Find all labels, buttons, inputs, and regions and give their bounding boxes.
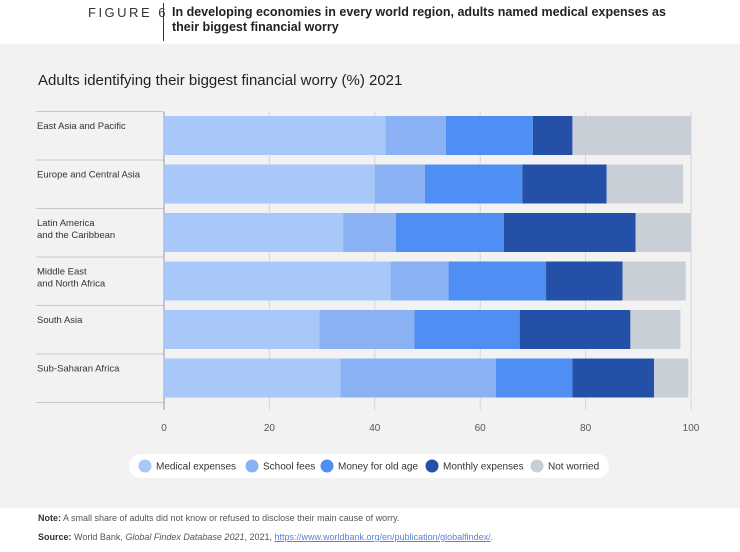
category-label-line: Sub-Saharan Africa xyxy=(37,364,120,375)
bar-segment xyxy=(496,358,573,398)
source-label: Source: xyxy=(38,532,72,542)
legend-swatch xyxy=(425,459,439,473)
legend-box xyxy=(129,454,609,478)
bar-segment xyxy=(546,261,623,301)
legend-label: School fees xyxy=(263,462,315,473)
figure-divider xyxy=(163,3,164,41)
category-label-line: Middle East xyxy=(37,267,87,278)
legend-swatch xyxy=(245,459,259,473)
bar-segment xyxy=(164,261,391,301)
figure-label: FIGURE 6 xyxy=(88,5,168,20)
bar-segment xyxy=(164,116,386,155)
bar-segment xyxy=(340,358,497,398)
bar-segment xyxy=(522,164,607,204)
x-tick-label: 80 xyxy=(580,423,592,434)
source-link[interactable]: https://www.worldbank.org/en/publication… xyxy=(274,532,491,542)
x-tick-label: 100 xyxy=(683,423,700,434)
legend-swatch xyxy=(138,459,152,473)
bar-segment xyxy=(424,164,523,204)
note-text: A small share of adults did not know or … xyxy=(61,513,400,523)
bar-segment xyxy=(622,261,686,301)
bar-segment xyxy=(343,213,396,252)
category-label: Europe and Central Asia xyxy=(37,170,141,181)
stacked-bar-chart: East Asia and Pacific Europe and Central … xyxy=(36,111,700,478)
category-label: Middle East and North Africa xyxy=(37,267,106,290)
bar-segment xyxy=(572,358,655,398)
footnotes: Note: A small share of adults did not kn… xyxy=(38,509,493,547)
bar-segment xyxy=(635,213,691,252)
bar-segment xyxy=(448,261,547,301)
source-line: Source: World Bank, Global Findex Databa… xyxy=(38,528,493,547)
category-label: Latin America and the Caribbean xyxy=(37,218,115,241)
bar-segment xyxy=(532,116,573,155)
category-label: East Asia and Pacific xyxy=(37,121,126,132)
source-text: World Bank, xyxy=(71,532,126,542)
bar-segment xyxy=(414,310,520,349)
source-title: Global Findex Database 2021 xyxy=(125,532,245,542)
bar-segment xyxy=(164,358,341,398)
bar-segment xyxy=(395,213,504,252)
note-line: Note: A small share of adults did not kn… xyxy=(38,509,493,528)
legend-label: Monthly expenses xyxy=(443,462,524,473)
bar-segment xyxy=(164,310,320,349)
bar-segment xyxy=(374,164,425,204)
figure-title: In developing economies in every world r… xyxy=(172,5,666,34)
category-label-line: East Asia and Pacific xyxy=(37,121,126,132)
legend-label: Not worried xyxy=(548,462,599,473)
bar-segment xyxy=(519,310,631,349)
source-end: . xyxy=(490,532,494,542)
bar-segment xyxy=(572,116,691,155)
x-tick-label: 40 xyxy=(369,423,381,434)
legend-label: Medical expenses xyxy=(156,462,236,473)
x-tick-label: 0 xyxy=(161,423,167,434)
source-text-2: , 2021, xyxy=(244,532,275,542)
bar-segment xyxy=(319,310,415,349)
figure-header: FIGURE 6 In developing economies in ever… xyxy=(0,0,740,44)
bar-segment xyxy=(445,116,533,155)
bar-segment xyxy=(503,213,636,252)
category-label: Sub-Saharan Africa xyxy=(37,364,120,375)
bar-segment xyxy=(654,358,689,398)
chart-title: Adults identifying their biggest financi… xyxy=(38,72,403,89)
bar-segment xyxy=(164,213,344,252)
bar-segment xyxy=(630,310,681,349)
bar-segment xyxy=(164,164,375,204)
note-label: Note: xyxy=(38,513,61,523)
x-tick-label: 20 xyxy=(264,423,276,434)
legend-swatch xyxy=(530,459,544,473)
legend-swatch xyxy=(320,459,334,473)
category-label-line: South Asia xyxy=(37,315,83,326)
bar-segment xyxy=(606,164,684,204)
bar-segment xyxy=(390,261,449,301)
x-tick-label: 60 xyxy=(475,423,487,434)
category-label-line: Latin America xyxy=(37,218,95,229)
bar-segment xyxy=(385,116,446,155)
category-label-line: and the Caribbean xyxy=(37,230,115,241)
category-label-line: Europe and Central Asia xyxy=(37,170,141,181)
category-label-line: and North Africa xyxy=(37,279,106,290)
legend-label: Money for old age xyxy=(338,462,418,473)
category-label: South Asia xyxy=(37,315,83,326)
